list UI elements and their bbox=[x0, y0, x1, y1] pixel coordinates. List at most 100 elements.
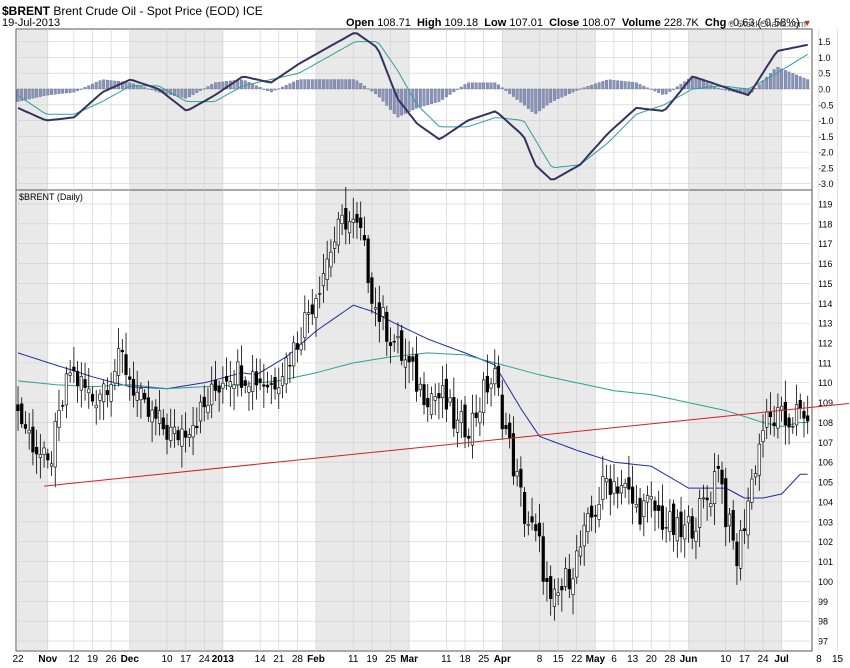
price-y-tick-16: 103 bbox=[818, 517, 833, 527]
candle-body bbox=[329, 251, 333, 268]
macd-histogram-bar bbox=[530, 88, 534, 112]
price-y-tick-6: 113 bbox=[818, 319, 832, 329]
candle-body bbox=[277, 387, 281, 395]
short-moving-average-line bbox=[17, 304, 808, 499]
candle-body bbox=[411, 356, 415, 362]
candle-body bbox=[347, 221, 352, 234]
x-tick-23: 15 bbox=[553, 654, 565, 665]
candle-body bbox=[567, 568, 571, 590]
macd-histogram-bar bbox=[448, 88, 452, 95]
candle-body bbox=[750, 478, 754, 503]
macd-histogram bbox=[16, 67, 810, 118]
candle-body bbox=[753, 473, 758, 478]
candle-body bbox=[195, 425, 199, 429]
candle-body bbox=[463, 404, 467, 438]
candle-body bbox=[563, 568, 568, 587]
candle-body bbox=[105, 390, 109, 395]
candle-body bbox=[392, 341, 396, 343]
macd-histogram-bar bbox=[459, 86, 463, 90]
macd-histogram-bar bbox=[139, 86, 143, 90]
macd-histogram-bar bbox=[143, 87, 147, 90]
macd-histogram-bar bbox=[657, 88, 661, 93]
candle-body bbox=[359, 217, 363, 229]
x-tick-25: May bbox=[586, 654, 606, 665]
macd-histogram-bar bbox=[597, 82, 601, 90]
macd-histogram-bar bbox=[57, 88, 61, 94]
macd-histogram-bar bbox=[199, 88, 202, 91]
exchange: ICE bbox=[242, 4, 263, 18]
x-tick-8: 24 bbox=[199, 654, 211, 665]
price-y-tick-14: 105 bbox=[818, 478, 833, 488]
x-tick-5: Dec bbox=[121, 654, 140, 665]
macd-histogram-bar bbox=[254, 85, 258, 90]
macd-histogram-bar bbox=[653, 88, 657, 92]
candle-body bbox=[221, 382, 225, 389]
x-tick-16: 25 bbox=[385, 654, 397, 665]
macd-histogram-bar bbox=[776, 67, 780, 90]
candle-body bbox=[68, 372, 72, 376]
macd-histogram-bar bbox=[348, 79, 351, 90]
price-y-tick-4: 115 bbox=[818, 279, 832, 289]
macd-histogram-bar bbox=[545, 88, 549, 106]
candle-body bbox=[143, 392, 147, 400]
macd-y-tick-9: -3.0 bbox=[818, 179, 834, 189]
candle-body bbox=[705, 497, 709, 501]
macd-histogram-bar bbox=[225, 81, 229, 90]
macd-histogram-bar bbox=[422, 88, 426, 107]
macd-histogram-bar bbox=[623, 81, 627, 90]
macd-histogram-bar bbox=[288, 83, 292, 90]
macd-histogram-bar bbox=[27, 88, 31, 100]
macd-histogram-bar bbox=[98, 80, 102, 90]
macd-histogram-bar bbox=[366, 88, 370, 90]
macd-histogram-bar bbox=[31, 88, 35, 99]
candle-body bbox=[511, 433, 516, 477]
candle-body bbox=[243, 380, 247, 386]
macd-histogram-bar bbox=[493, 82, 497, 90]
macd-histogram-bar bbox=[240, 79, 243, 90]
x-tick-28: 20 bbox=[646, 654, 658, 665]
candle-body bbox=[683, 524, 687, 540]
candle-body bbox=[403, 359, 408, 368]
candle-body bbox=[228, 381, 232, 388]
candle-body bbox=[94, 404, 98, 409]
candle-body bbox=[500, 394, 504, 430]
candle-body bbox=[396, 336, 400, 339]
candle-body bbox=[742, 528, 746, 531]
candle-body bbox=[467, 435, 471, 439]
x-tick-21: Apr bbox=[494, 654, 511, 665]
price-y-tick-21: 98 bbox=[818, 617, 828, 627]
candle-body bbox=[765, 411, 769, 428]
price-y-tick-8: 111 bbox=[818, 358, 832, 368]
macd-histogram-bar bbox=[35, 88, 39, 98]
macd-y-tick-8: -2.5 bbox=[818, 163, 834, 173]
candle-body bbox=[575, 550, 579, 578]
macd-histogram-bar bbox=[210, 84, 214, 90]
candle-body bbox=[31, 426, 35, 453]
candle-body bbox=[139, 388, 143, 401]
candle-body bbox=[381, 307, 385, 317]
candle-body bbox=[649, 496, 653, 500]
candle-body bbox=[482, 379, 486, 413]
candle-body bbox=[731, 510, 735, 541]
candle-body bbox=[515, 471, 519, 477]
candle-body bbox=[124, 354, 128, 375]
macd-y-tick-2: 0.5 bbox=[818, 69, 831, 79]
macd-histogram-bar bbox=[437, 88, 441, 102]
candle-body bbox=[262, 384, 266, 387]
candle-body bbox=[627, 477, 631, 490]
macd-histogram-bar bbox=[172, 88, 176, 96]
candle-body bbox=[42, 447, 46, 455]
macd-histogram-bar bbox=[20, 88, 24, 101]
macd-histogram-bar bbox=[694, 77, 698, 90]
candle-body bbox=[135, 391, 139, 401]
candle-body bbox=[530, 516, 534, 523]
candle-body bbox=[418, 383, 422, 391]
macd-histogram-bar bbox=[761, 80, 765, 90]
x-tick-26: 6 bbox=[611, 654, 617, 665]
price-y-tick-12: 107 bbox=[818, 438, 833, 448]
x-tick-34: Jul bbox=[774, 654, 789, 665]
candle-body bbox=[716, 466, 720, 469]
macd-histogram-bar bbox=[195, 88, 199, 93]
x-tick-15: 19 bbox=[366, 654, 378, 665]
macd-histogram-bar bbox=[646, 87, 649, 90]
